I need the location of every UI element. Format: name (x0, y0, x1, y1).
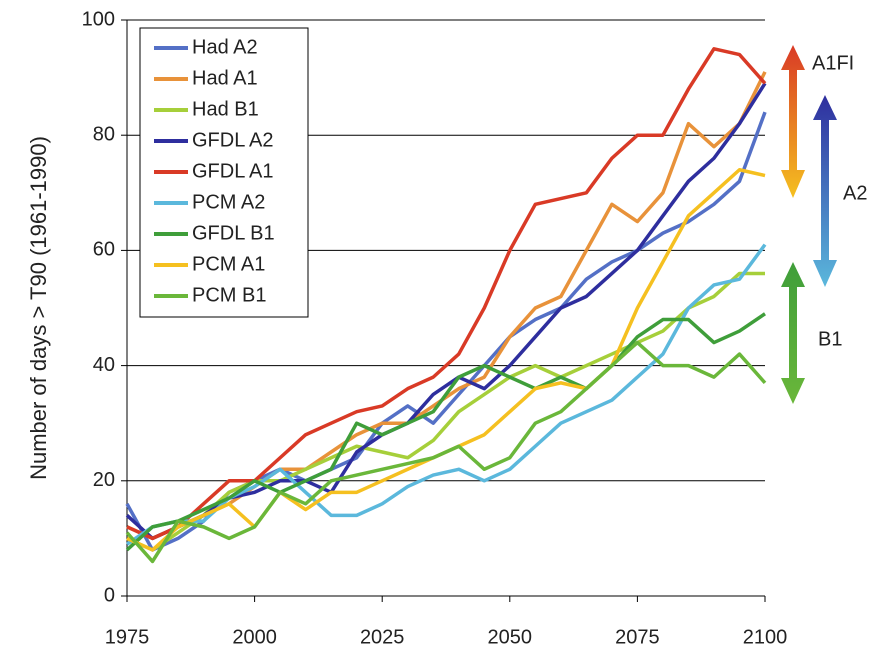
line (125, 340, 767, 564)
y-tick-label: 40 (93, 354, 115, 376)
legend-label: GFDL A1 (192, 160, 274, 182)
y-axis-label: Number of days > T90 (1961-1990) (26, 136, 51, 480)
legend-label: GFDL A2 (192, 129, 274, 151)
arrow (781, 262, 805, 404)
y-tick-label: 20 (93, 469, 115, 491)
x-tick-label: 1975 (105, 626, 150, 648)
legend-label: Had B1 (192, 98, 259, 120)
y-tick-label: 80 (93, 123, 115, 145)
arrow (813, 95, 837, 287)
y-tick-label: 60 (93, 239, 115, 261)
annotation: B1 (818, 328, 842, 350)
x-tick-label: 2025 (360, 626, 405, 648)
arrow (781, 45, 805, 198)
y-tick-label: 100 (82, 8, 115, 30)
y-tick-label: 0 (104, 584, 115, 606)
legend-label: PCM B1 (192, 284, 266, 306)
legend-label: Had A1 (192, 67, 258, 89)
x-tick-label: 2000 (232, 626, 277, 648)
line (126, 47, 767, 541)
x-tick-label: 2100 (743, 626, 788, 648)
line (126, 271, 765, 552)
arrows (781, 45, 837, 404)
legend-label: PCM A2 (192, 191, 265, 213)
legend-label: Had A2 (192, 36, 258, 58)
line (125, 312, 766, 552)
legend-label: PCM A1 (192, 253, 265, 275)
annotation: A1FI (812, 52, 854, 74)
x-tick-label: 2075 (615, 626, 660, 648)
legend-label: GFDL B1 (192, 222, 275, 244)
x-tick-label: 2050 (488, 626, 533, 648)
annotation: A2 (843, 182, 867, 204)
